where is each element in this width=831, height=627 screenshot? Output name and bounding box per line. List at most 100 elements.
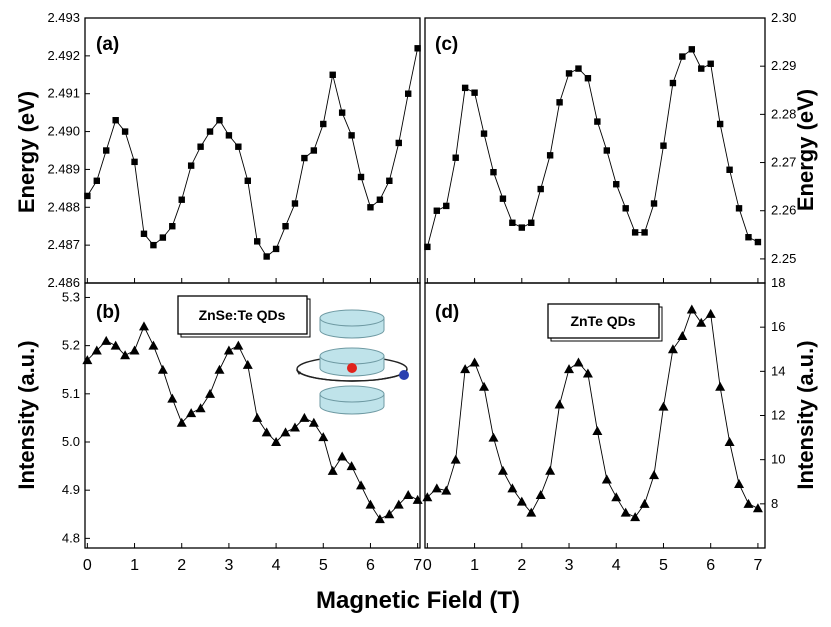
ytick-label: 2.491 (47, 86, 80, 101)
data-point-d (488, 432, 499, 442)
data-point-d (535, 490, 546, 499)
xtick-label: 4 (612, 557, 621, 574)
data-point-a (414, 45, 421, 52)
data-point-d (658, 401, 669, 411)
data-point-c (716, 120, 724, 128)
data-point-b (205, 388, 216, 398)
legend-b-box-front (177, 295, 308, 335)
data-point-c (679, 53, 686, 60)
data-point-a (112, 117, 119, 124)
data-point-b (384, 509, 395, 519)
panel-c-frame (424, 17, 766, 284)
data-point-d (479, 381, 490, 391)
data-point-d (715, 381, 726, 391)
data-point-d (677, 331, 688, 340)
panel-b-series (82, 321, 423, 524)
data-point-d (686, 304, 697, 314)
panel-c-label: (c) (435, 34, 458, 55)
series-line-c (426, 48, 759, 248)
data-point-b (214, 364, 225, 374)
data-point-d (724, 437, 735, 446)
data-point-c (575, 65, 582, 72)
ytick-label: 2.26 (771, 203, 796, 218)
data-point-c (613, 181, 620, 188)
panel-a-ticks: 2.486 2.487 2.488 2.489 2.490 2.491 2.492 2.493 (47, 10, 419, 290)
data-point-c (556, 99, 563, 106)
data-point-b (346, 461, 357, 471)
ytick-label: 18 (771, 275, 785, 290)
panel-b-frame (84, 282, 421, 549)
data-point-b (308, 417, 319, 427)
ytick-label: 2.488 (47, 199, 80, 214)
data-point-d (469, 357, 480, 367)
quantum-dot-inset-illustration (296, 309, 409, 415)
data-point-a (121, 128, 129, 135)
data-point-d (526, 507, 537, 517)
ytick-label: 8 (771, 496, 778, 511)
ytick-label: 5.3 (62, 289, 80, 304)
data-point-c (726, 166, 733, 173)
data-point-d (507, 483, 518, 493)
panel-b-label: (b) (96, 302, 120, 323)
data-point-a (187, 162, 195, 169)
data-point-d (460, 364, 471, 374)
data-point-b (91, 345, 102, 355)
data-point-b (195, 403, 206, 413)
data-point-c (490, 168, 497, 176)
right-ylabel-energy: Energy (eV) (793, 89, 818, 211)
ytick-label: 4.8 (62, 530, 80, 545)
data-point-c (433, 207, 441, 214)
data-point-d (649, 470, 660, 480)
data-point-d (431, 483, 442, 493)
data-point-c (499, 195, 507, 202)
data-point-d (620, 507, 631, 517)
data-point-a (84, 192, 91, 200)
data-point-c (603, 147, 611, 154)
data-point-c (452, 154, 459, 161)
hole-dot (399, 370, 409, 380)
data-point-c (688, 46, 696, 53)
data-point-c (698, 65, 705, 72)
panel-c-ticks: 2.25 2.26 2.27 2.28 2.29 2.30 (426, 10, 796, 283)
data-point-b (252, 412, 263, 422)
xtick-label: 6 (366, 557, 375, 574)
data-point-c (650, 200, 658, 207)
xtick-label: 3 (224, 557, 233, 574)
data-point-a (225, 132, 233, 139)
data-point-c (754, 238, 762, 246)
xtick-label: 7 (753, 557, 762, 574)
data-point-c (622, 205, 629, 212)
data-point-d (545, 465, 556, 475)
data-point-d (611, 492, 622, 502)
xtick-label: 5 (659, 557, 668, 574)
panel-a-label: (a) (96, 34, 119, 55)
ytick-label: 2.486 (47, 275, 80, 290)
data-point-b (120, 350, 131, 360)
data-point-c (461, 84, 469, 92)
data-point-a (395, 139, 402, 147)
xtick-label: 3 (565, 557, 574, 574)
data-point-d (554, 399, 565, 409)
data-point-c (443, 202, 450, 210)
data-point-d (639, 498, 650, 508)
data-point-c (631, 229, 639, 236)
data-point-b (261, 427, 272, 437)
ytick-label: 14 (771, 363, 785, 378)
data-point-a (140, 230, 148, 237)
xtick-label: 0 (423, 557, 432, 574)
xtick-label: 5 (319, 557, 328, 574)
data-point-c (641, 229, 648, 236)
data-point-a (178, 196, 185, 203)
data-point-a (329, 71, 336, 78)
data-point-b (148, 340, 159, 350)
data-point-a (282, 223, 289, 230)
ytick-label: 2.490 (47, 124, 80, 139)
data-point-a (244, 177, 251, 184)
ytick-label: 4.9 (62, 482, 80, 497)
data-point-a (386, 177, 393, 184)
data-point-b (393, 499, 404, 509)
data-point-d (516, 496, 527, 506)
data-point-d (564, 364, 575, 374)
xlabel-magnetic-field: Magnetic Field (T) (316, 587, 520, 614)
